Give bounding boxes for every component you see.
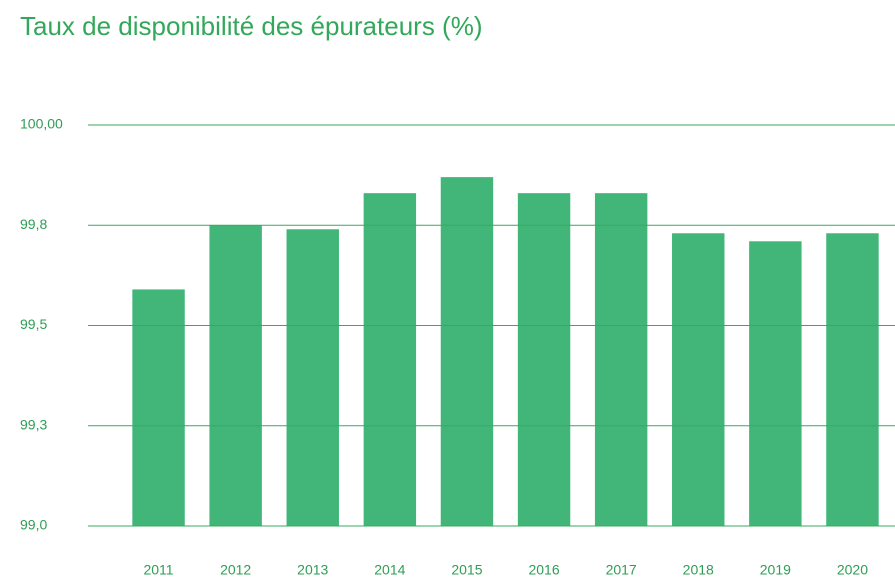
- chart-title: Taux de disponibilité des épurateurs (%): [20, 11, 482, 41]
- bar: [209, 225, 262, 526]
- bar: [672, 233, 725, 526]
- x-tick-label: 2012: [220, 562, 251, 578]
- bar: [132, 289, 185, 526]
- bar: [363, 193, 417, 527]
- x-tick-label: 2013: [297, 562, 328, 578]
- bar: [749, 241, 802, 527]
- x-tick-label: 2011: [143, 562, 173, 578]
- x-tick-label: 2015: [451, 562, 482, 578]
- bar: [594, 193, 648, 527]
- x-tick-label: 2014: [374, 562, 405, 578]
- bar: [440, 177, 494, 526]
- x-tick-label: 2016: [528, 562, 559, 578]
- x-tick-label: 2018: [683, 562, 714, 578]
- x-tick-label: 2020: [837, 562, 868, 578]
- x-tick-label: 2019: [760, 562, 791, 578]
- y-tick-label: 100,00: [20, 116, 63, 132]
- x-tick-label: 2017: [606, 562, 637, 578]
- bar: [286, 229, 339, 526]
- y-tick-label: 99,0: [20, 517, 47, 533]
- y-tick-label: 99,8: [20, 216, 47, 232]
- y-tick-label: 99,3: [20, 416, 47, 432]
- bar: [517, 193, 571, 527]
- y-tick-label: 99,5: [20, 316, 47, 332]
- bar: [826, 233, 879, 526]
